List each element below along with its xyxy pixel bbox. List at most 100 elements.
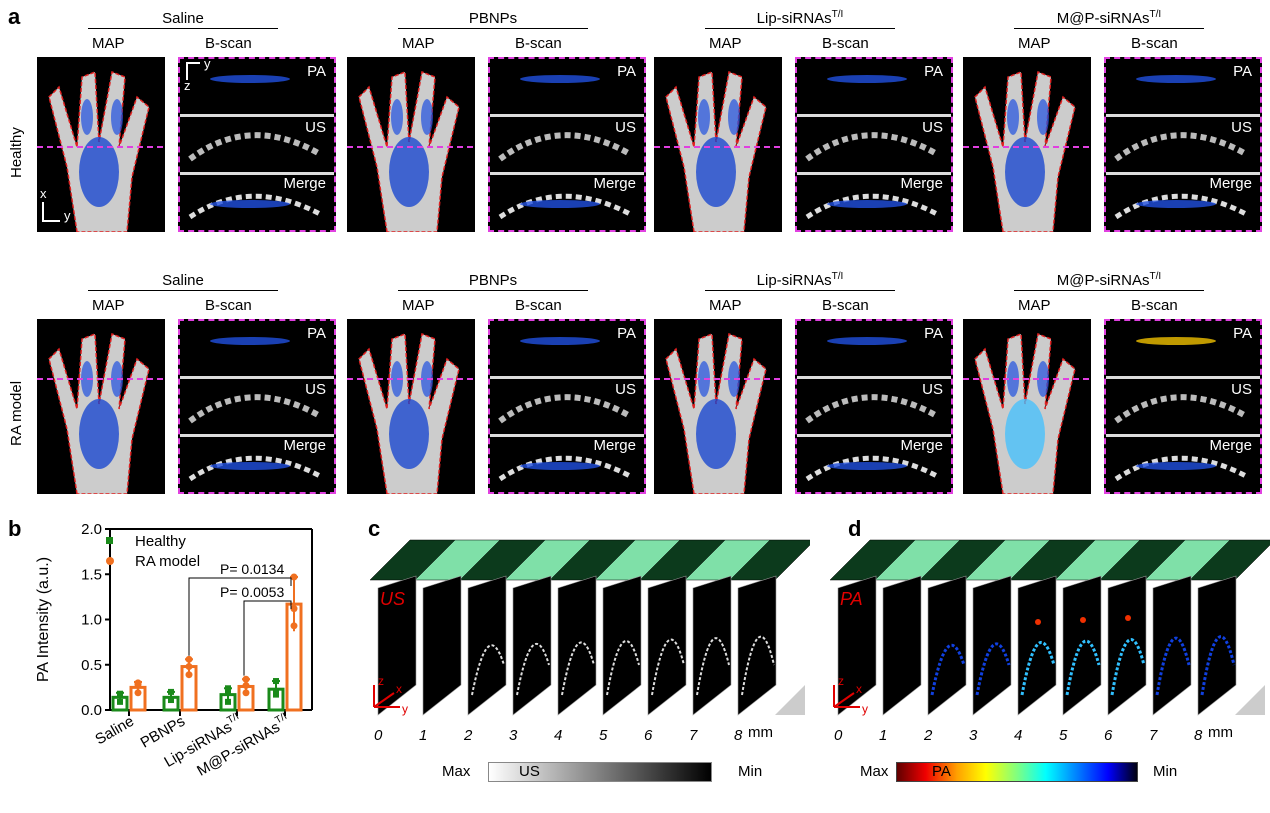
slice <box>602 575 642 716</box>
legend-marker <box>106 537 113 544</box>
hotspot <box>1080 617 1086 623</box>
slice <box>1152 575 1192 716</box>
map-image <box>963 319 1091 494</box>
axis-x: x <box>40 186 47 201</box>
y-axis-label: PA Intensity (a.u.) <box>35 557 52 682</box>
slice <box>882 575 922 716</box>
hotspot <box>1125 615 1131 621</box>
panel-label-a: a <box>8 4 21 29</box>
bscan-us-label: US <box>305 119 326 136</box>
bscan-label: B-scan <box>515 35 562 52</box>
data-point <box>168 688 174 695</box>
slice-tick-label: 7 <box>689 727 698 744</box>
stack-tag: PA <box>840 589 863 609</box>
p-value: P= 0.0053 <box>220 584 284 600</box>
divider <box>797 434 951 437</box>
axis-x: x <box>856 682 862 696</box>
divider <box>180 376 334 379</box>
bscan-image: PA US Merge <box>488 319 646 494</box>
map-image <box>37 57 165 232</box>
group-title-text: M@P-siRNAs <box>1056 272 1150 289</box>
bscan-us-label: US <box>922 381 943 398</box>
divider <box>1106 172 1260 175</box>
divider <box>797 376 951 379</box>
divider <box>1106 114 1260 117</box>
bscan-merge-label: Merge <box>593 175 636 192</box>
group-title-text: Lip-siRNAs <box>756 272 832 289</box>
bscan-label: B-scan <box>822 297 869 314</box>
bscan-label: B-scan <box>205 35 252 52</box>
bscan-pa-label: PA <box>924 63 943 80</box>
bscan-pa-label: PA <box>307 63 326 80</box>
group-title-text: PBNPs <box>468 10 518 27</box>
y-tick-label: 0.0 <box>81 702 102 719</box>
tissue-signal <box>930 643 966 696</box>
significance-bracket <box>243 600 292 676</box>
panel-label-c: c <box>368 516 381 541</box>
group-title-text: Lip-siRNAs <box>756 10 832 27</box>
divider <box>180 114 334 117</box>
y-tick-label: 2.0 <box>81 521 102 538</box>
bscan-merge-label: Merge <box>593 437 636 454</box>
tissue-signal <box>741 635 775 696</box>
slice-tick-label: 5 <box>1059 727 1068 744</box>
bscan-merge-label: Merge <box>900 437 943 454</box>
map-image <box>963 57 1091 232</box>
group-title-sup: T/I <box>831 271 844 282</box>
p-value: P= 0.0134 <box>220 561 284 577</box>
stack-tag: US <box>380 589 405 609</box>
slice <box>737 575 777 716</box>
slice <box>927 575 967 716</box>
slice-tick-label: 1 <box>879 727 887 744</box>
bscan-pa-label: PA <box>1233 63 1252 80</box>
slice <box>837 575 877 716</box>
slice-tick-label: 6 <box>644 727 653 744</box>
tissue-signal <box>1200 635 1236 696</box>
data-point <box>225 685 231 692</box>
group-title: Saline <box>88 271 278 291</box>
data-point <box>134 679 142 687</box>
bscan-merge-label: Merge <box>1209 175 1252 192</box>
slice-tick-label: 5 <box>599 727 608 744</box>
data-point <box>225 688 231 695</box>
group-title-text: Saline <box>162 10 204 27</box>
slice-tick-label: 4 <box>554 727 562 744</box>
legend-marker <box>106 557 114 565</box>
slice-tick-label: 2 <box>923 727 933 744</box>
row-label-healthy: Healthy <box>8 127 25 178</box>
data-point <box>168 696 174 703</box>
map-label: MAP <box>709 297 742 314</box>
data-point <box>117 698 123 705</box>
slice <box>377 575 417 716</box>
panel-label-b: b <box>8 516 22 541</box>
divider <box>490 434 644 437</box>
data-point <box>242 675 250 683</box>
bscan-pa-label: PA <box>1233 325 1252 342</box>
pa-colorbar-label: PA <box>932 763 951 780</box>
bscan-image: PA US Merge <box>1104 57 1262 232</box>
slice-tick-label: 8 <box>734 727 743 744</box>
bscan-pa-label: PA <box>924 325 943 342</box>
divider <box>180 172 334 175</box>
pa-slice-stack: PA zxy 0 1 2 3 4 5 6 7 8 mm <box>829 539 1270 744</box>
us-colorbar-label: US <box>519 763 540 780</box>
data-point <box>185 655 193 663</box>
slice-tick-label: 0 <box>834 727 843 744</box>
bscan-pa-label: PA <box>617 63 636 80</box>
group-title: M@P-siRNAsT/I <box>1014 271 1204 291</box>
y-tick-label: 1.5 <box>81 566 102 583</box>
map-label: MAP <box>709 35 742 52</box>
bscan-us-label: US <box>615 381 636 398</box>
axis-y: y <box>402 702 408 716</box>
group-title: Lip-siRNAsT/I <box>705 9 895 29</box>
axis-x: x <box>396 682 402 696</box>
hotspot <box>1035 619 1041 625</box>
bscan-us-label: US <box>305 381 326 398</box>
us-slice-stack: US zxy 0 1 2 3 4 5 6 7 8 mm <box>369 539 810 744</box>
group-title: M@P-siRNAsT/I <box>1014 9 1204 29</box>
slice <box>422 575 462 716</box>
axis-y: y <box>204 56 211 71</box>
bar-chart: 0.00.51.01.52.0PA Intensity (a.u.)Saline… <box>35 521 313 780</box>
row-label-ra: RA model <box>8 380 25 446</box>
axes-indicator <box>833 685 860 708</box>
